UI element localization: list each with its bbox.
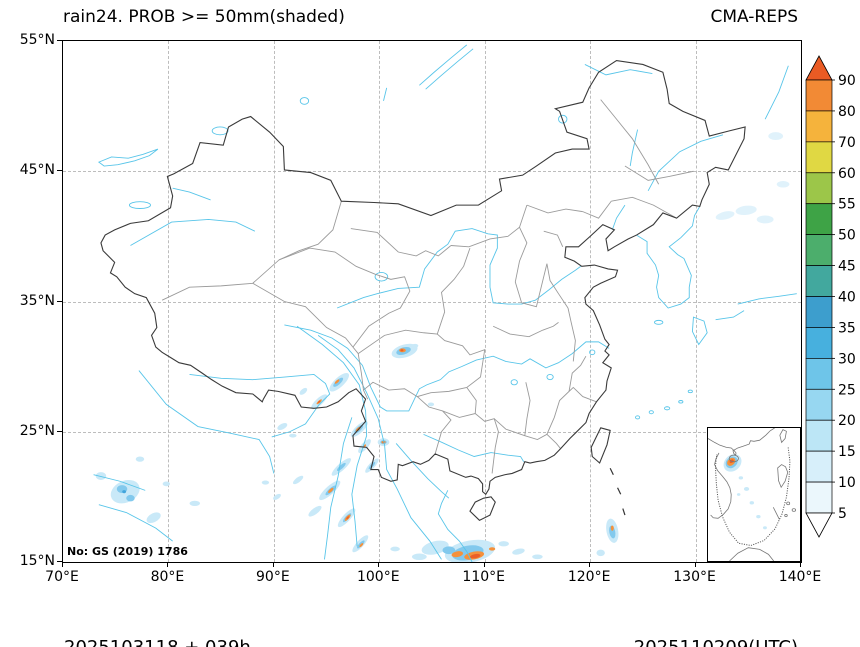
- svg-text:15: 15: [838, 444, 856, 460]
- x-tick-mark: [378, 562, 380, 567]
- province-borders: [162, 100, 693, 474]
- colorbar-svg: 90 80 70 60 55 50 45 40 35 30 25 20 15 10 5: [805, 55, 856, 538]
- y-tick-mark: [57, 300, 62, 302]
- colorbar: 90 80 70 60 55 50 45 40 35 30 25 20 15 10 5: [798, 50, 860, 550]
- x-tick-label: 130°E: [673, 569, 716, 585]
- y-tick-label: 25°N: [19, 422, 55, 439]
- y-tick-label: 35°N: [19, 292, 55, 309]
- x-tick-label: 110°E: [462, 569, 505, 585]
- map-approval-note: No: GS (2019) 1786: [67, 545, 188, 558]
- model-name: CMA-REPS: [710, 7, 798, 27]
- precip-shading: [95, 132, 790, 562]
- svg-text:5: 5: [838, 506, 847, 522]
- x-tick-mark: [800, 562, 801, 567]
- x-tick-label: 140°E: [778, 569, 822, 585]
- y-tick-label: 55°N: [19, 32, 55, 48]
- svg-text:90: 90: [838, 73, 856, 89]
- init-time-line1: 2025103118 + 039h: [64, 636, 251, 647]
- svg-text:40: 40: [838, 290, 856, 306]
- y-tick-label: 45°N: [19, 162, 55, 179]
- svg-text:30: 30: [838, 351, 856, 367]
- svg-text:60: 60: [838, 166, 856, 182]
- gridline: [63, 431, 801, 433]
- gridline: [63, 301, 801, 303]
- svg-text:70: 70: [838, 135, 856, 151]
- x-tick-label: 100°E: [356, 569, 400, 585]
- y-tick-mark: [57, 561, 62, 562]
- inset-map: [708, 428, 800, 561]
- map-frame: No: GS (2019) 1786: [62, 40, 802, 563]
- x-tick-mark: [272, 562, 274, 567]
- footer-init-times: 2025103118 + 039h 2025110102 + 039h: [64, 588, 251, 647]
- y-tick-mark: [57, 170, 62, 172]
- national-border: [101, 61, 745, 521]
- valid-time-utc: 2025110209(UTC): [634, 636, 798, 647]
- x-tick-mark: [167, 562, 169, 567]
- x-tick-mark: [589, 562, 591, 567]
- x-tick-mark: [694, 562, 696, 567]
- x-tick-label: 120°E: [567, 569, 611, 585]
- chart-title: rain24. PROB >= 50mm(shaded): [63, 7, 345, 27]
- inset-shading: [723, 454, 767, 530]
- svg-text:55: 55: [838, 197, 856, 213]
- x-tick-mark: [483, 562, 485, 567]
- x-tick-label: 80°E: [150, 569, 185, 585]
- x-tick-label: 70°E: [45, 569, 79, 585]
- grid-lines: [63, 41, 801, 562]
- x-tick-label: 90°E: [256, 569, 290, 585]
- y-tick-mark: [57, 40, 62, 41]
- svg-text:10: 10: [838, 475, 856, 491]
- y-tick-label: 15°N: [19, 553, 55, 569]
- svg-text:45: 45: [838, 259, 856, 275]
- svg-text:20: 20: [838, 413, 856, 429]
- footer-valid-times: 2025110209(UTC) 2025110217(CST): [634, 588, 798, 647]
- svg-text:35: 35: [838, 320, 856, 336]
- svg-text:80: 80: [838, 104, 856, 120]
- svg-text:25: 25: [838, 382, 856, 398]
- svg-text:50: 50: [838, 228, 856, 244]
- x-tick-mark: [62, 562, 63, 567]
- china-map: [63, 41, 801, 562]
- gridline: [63, 171, 801, 173]
- inset-coastlines: [708, 428, 796, 561]
- south-china-sea-inset: [707, 427, 801, 562]
- y-tick-mark: [57, 430, 62, 432]
- rivers-and-coastlines: [94, 45, 797, 562]
